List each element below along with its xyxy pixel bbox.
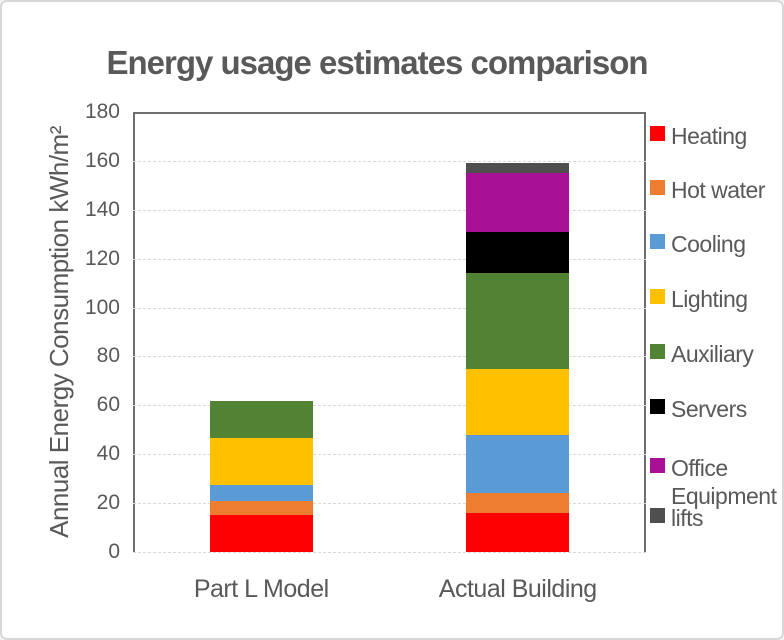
gridline-80: [133, 356, 646, 358]
legend-label-lifts: lifts: [671, 505, 704, 531]
gridline-140: [133, 209, 646, 211]
legend-label-hot-water: Hot water: [671, 177, 765, 203]
y-tick-label-0: 0: [108, 540, 120, 563]
legend-label-cooling: Cooling: [671, 231, 746, 257]
bar-segment-servers: [466, 231, 570, 274]
gridline-160: [133, 160, 646, 162]
gridline-40: [133, 454, 646, 456]
legend-item-lighting: Lighting: [650, 285, 782, 313]
plot-area: [133, 112, 646, 552]
x-axis-label-part-l-model: Part L Model: [193, 575, 329, 603]
bar-segment-lighting: [209, 438, 313, 485]
y-tick-label-80: 80: [96, 344, 120, 368]
legend-item-servers: Servers: [650, 395, 782, 423]
y-tick-label-40: 40: [96, 442, 120, 466]
legend-label-lighting: Lighting: [671, 286, 748, 312]
legend-label-auxiliary: Auxiliary: [671, 341, 754, 367]
y-tick-label-120: 120: [84, 246, 120, 270]
legend-swatch-heating: [650, 126, 665, 141]
legend-item-office-equipment: Office Equipment: [650, 454, 782, 510]
bar-segment-auxiliary: [209, 400, 313, 439]
bar-segment-cooling: [466, 434, 570, 494]
legend-swatch-cooling: [650, 234, 665, 249]
legend-item-auxiliary: Auxiliary: [650, 340, 782, 368]
y-tick-label-180: 180: [84, 100, 120, 123]
bar-segment-heating: [209, 515, 313, 552]
legend-label-heating: Heating: [671, 123, 747, 149]
y-tick-label-60: 60: [96, 393, 120, 417]
gridline-60: [133, 405, 646, 407]
bar-segment-heating: [466, 512, 570, 552]
gridline-120: [133, 258, 646, 260]
legend-item-cooling: Cooling: [650, 230, 782, 258]
gridline-0: [133, 552, 646, 553]
legend-item-lifts: lifts: [650, 504, 782, 532]
bar-segment-cooling: [209, 484, 313, 501]
legend-label-servers: Servers: [671, 396, 747, 422]
chart-title: Energy usage estimates comparison: [106, 44, 648, 81]
legend-swatch-servers: [650, 399, 665, 414]
legend-swatch-lighting: [650, 289, 665, 304]
stacked-bar-actual-building: [466, 112, 570, 552]
bar-segment-lifts: [466, 163, 570, 174]
bar-segment-lighting: [466, 368, 570, 435]
bar-segment-office-equipment: [466, 173, 570, 232]
legend-swatch-office-equipment: [650, 458, 665, 473]
legend-item-hot-water: Hot water: [650, 176, 782, 204]
legend-swatch-hot-water: [650, 180, 665, 195]
legend-label-office-equipment: Office Equipment: [671, 455, 777, 510]
bar-segment-auxiliary: [466, 273, 570, 369]
legend-swatch-auxiliary: [650, 344, 665, 359]
gridline-100: [133, 307, 646, 309]
bar-segment-hot-water: [209, 500, 313, 516]
gridline-20: [133, 503, 646, 505]
x-axis-label-actual-building: Actual Building: [438, 575, 597, 603]
stacked-bar-part-l-model: [209, 112, 313, 552]
y-tick-label-160: 160: [84, 148, 120, 172]
legend-item-heating: Heating: [650, 122, 782, 150]
bar-segment-hot-water: [466, 493, 570, 513]
y-tick-label-140: 140: [84, 197, 120, 221]
y-tick-label-100: 100: [84, 295, 120, 319]
y-tick-label-20: 20: [96, 491, 120, 515]
legend-swatch-lifts: [650, 508, 665, 523]
